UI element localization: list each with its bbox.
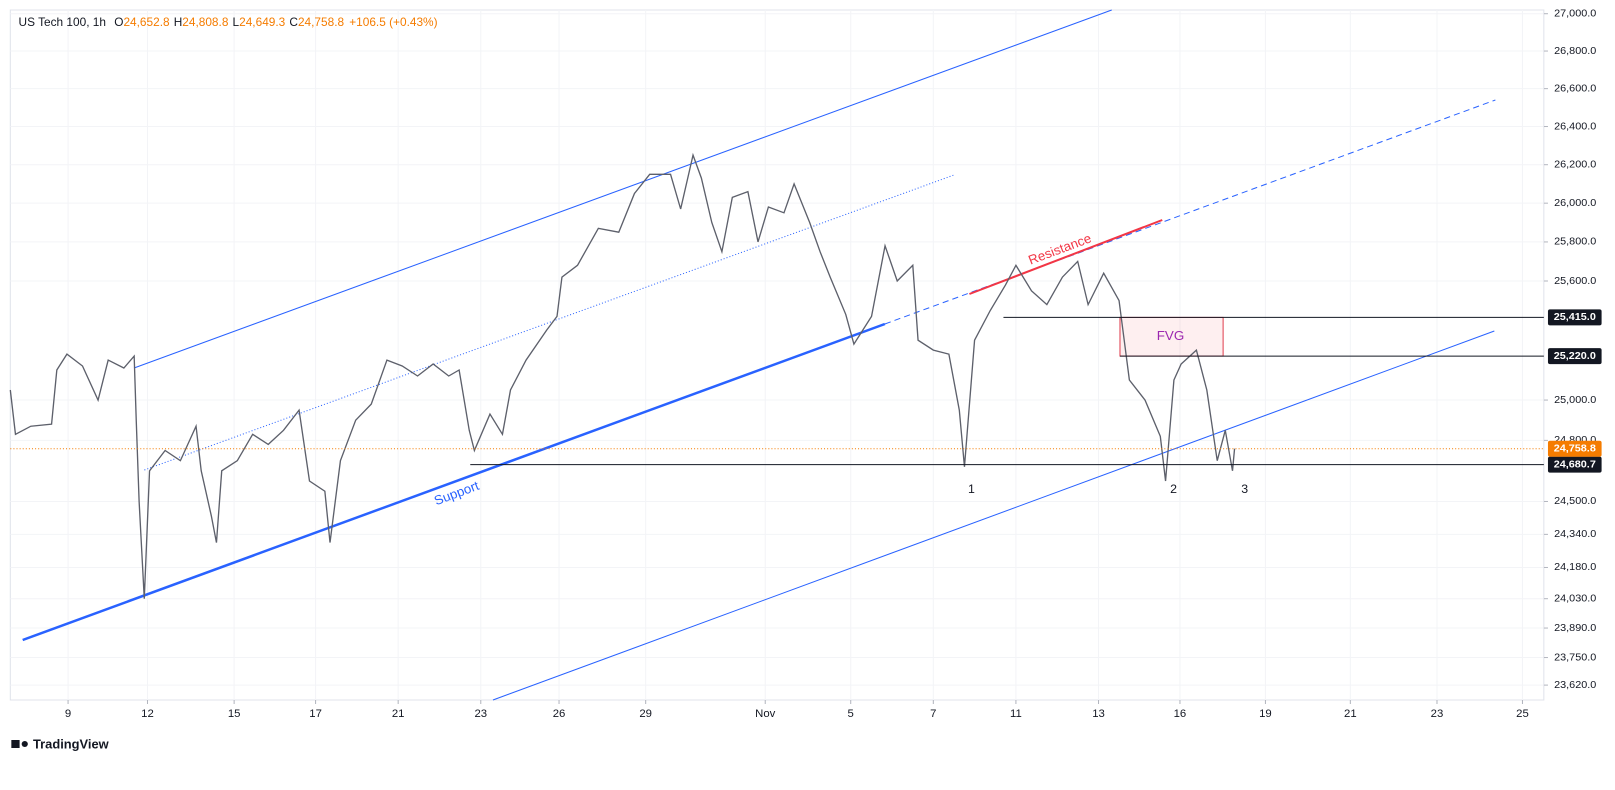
low-label: 2 [1170, 482, 1177, 496]
current-price-label: 24,758.8 [1554, 443, 1596, 455]
x-tick-label: 12 [141, 708, 154, 720]
y-tick-label: 23,750.0 [1554, 651, 1596, 663]
x-tick-label: 19 [1259, 708, 1272, 720]
level-tag [1547, 348, 1602, 365]
brand: TradingView [11, 737, 109, 751]
x-tick-label: 17 [309, 708, 322, 720]
series [9, 152, 1544, 599]
x-tick-label: 25 [1516, 708, 1529, 720]
ohlc-key: L [233, 16, 240, 29]
price-line [9, 152, 1236, 599]
y-tick-label: 26,200.0 [1554, 159, 1596, 171]
x-tick-label: 15 [228, 708, 241, 720]
change: +106.5 (+0.43%) [349, 16, 437, 29]
y-tick-label: 24,800.0 [1554, 434, 1596, 446]
x-tick-label: 16 [1174, 708, 1187, 720]
x-tick-label: 29 [639, 708, 652, 720]
level-tag [1547, 456, 1602, 473]
level-tag [1547, 309, 1602, 326]
y-tick-label: 27,000.0 [1554, 8, 1596, 20]
ohlc-key: O [114, 16, 123, 29]
x-tick-label: 26 [553, 708, 566, 720]
level-label: 25,220.0 [1554, 350, 1596, 362]
plot-area [9, 9, 1545, 701]
level-label: 25,415.0 [1554, 311, 1596, 323]
brand-icon [11, 740, 20, 748]
axes: 27,000.0 26,800.0 26,600.0 26,400.0 26,200.0… [65, 8, 1602, 720]
y-tick-label: 26,400.0 [1554, 120, 1596, 132]
x-tick-label: 21 [1344, 708, 1357, 720]
y-tick-label: 26,800.0 [1554, 45, 1596, 57]
x-tick-label: Nov [755, 708, 776, 720]
y-tick-label: 25,000.0 [1554, 394, 1596, 406]
y-tick-label: 23,890.0 [1554, 622, 1596, 634]
ohlc-value: 24,808.8 [182, 16, 228, 29]
y-tick-label: 25,800.0 [1554, 236, 1596, 248]
x-tick-label: 9 [65, 708, 71, 720]
x-tick-label: 23 [1431, 708, 1444, 720]
y-tick-label: 24,500.0 [1554, 495, 1596, 507]
y-tick-label: 24,030.0 [1554, 593, 1596, 605]
level-label: 24,680.7 [1554, 458, 1596, 470]
resistance-line [969, 219, 1163, 295]
symbol: US Tech 100, 1h [19, 16, 106, 29]
x-tick-label: 21 [392, 708, 405, 720]
y-tick-label: 26,000.0 [1554, 197, 1596, 209]
y-tick-label: 23,620.0 [1554, 679, 1596, 691]
x-tick-label: 11 [1010, 708, 1022, 720]
ohlc-value: 24,758.8 [298, 16, 344, 29]
x-tick-label: 13 [1092, 708, 1105, 720]
lower-channel [492, 330, 1495, 701]
y-tick-label: 24,340.0 [1554, 528, 1596, 540]
ohlc-value: 24,649.3 [239, 16, 285, 29]
ohlc-key: H [174, 16, 183, 29]
low-label: 3 [1241, 482, 1248, 496]
x-tick-label: 7 [930, 708, 936, 720]
ohlc: O24,652.8 H24,808.8 L24,649.3 C24,758.8 [114, 16, 344, 29]
fvg-box [1119, 316, 1224, 357]
support-line [22, 322, 886, 642]
fvg-label: FVG [1157, 328, 1185, 343]
x-tick-label: 23 [474, 708, 487, 720]
ohlc-key: C [289, 16, 298, 29]
brand-name: TradingView [33, 737, 109, 751]
ohlc-value: 24,652.8 [123, 16, 169, 29]
y-tick-label: 26,600.0 [1554, 83, 1596, 95]
x-tick-label: 5 [848, 708, 854, 720]
y-tick-label: 24,180.0 [1554, 561, 1596, 573]
y-tick-label: 25,600.0 [1554, 275, 1596, 287]
header: US Tech 100, 1h O24,652.8 H24,808.8 L24,649… [19, 16, 438, 29]
low-label: 1 [968, 482, 975, 496]
brand-icon [21, 741, 28, 747]
upper-channel [133, 9, 1112, 369]
current-price-tag [1547, 440, 1602, 457]
